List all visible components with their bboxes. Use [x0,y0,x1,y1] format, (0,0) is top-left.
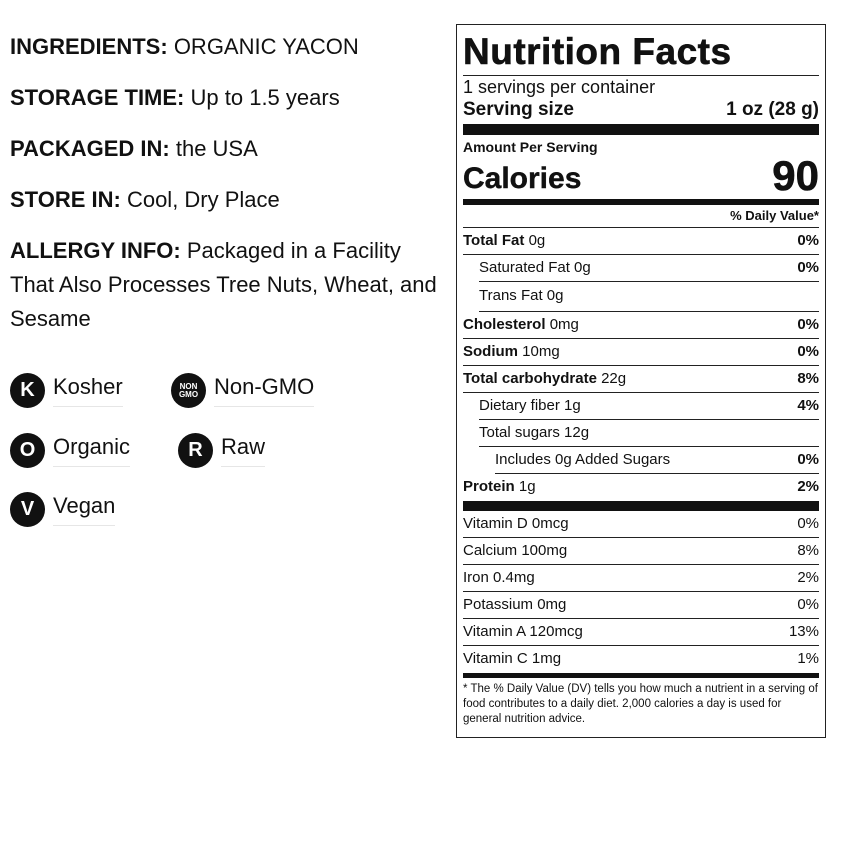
vitamin-divider [463,501,819,511]
footnote-divider [463,673,819,678]
raw-icon: R [178,433,213,468]
badge-vegan: V Vegan [10,492,116,527]
packaged-line: PACKAGED IN: the USA [10,136,258,161]
badge-raw: R Raw [178,433,266,468]
product-info: INGREDIENTS: ORGANIC YACON STORAGE TIME:… [10,30,450,353]
vitamin-row: Iron 0.4mg 2% [463,565,819,592]
vitamin-row: Calcium 100mg 8% [463,538,819,565]
vitamin-row: Vitamin D 0mcg 0% [463,511,819,538]
kosher-icon: K [10,373,45,408]
saturated-fat-row: Saturated Fat 0g 0% [479,255,819,282]
organic-icon: O [10,433,45,468]
badge-organic-label: Organic [53,434,131,467]
calories-label: Calories [463,162,582,195]
badge-non-gmo: NON GMO Non-GMO [171,373,315,408]
badge-non-gmo-label: Non-GMO [214,374,315,407]
calories-value: 90 [772,152,819,199]
badge-raw-label: Raw [221,434,266,467]
storage-line: STORAGE TIME: Up to 1.5 years [10,85,340,110]
added-sugars-row: Includes 0g Added Sugars 0% [495,447,819,474]
non-gmo-icon: NON GMO [171,373,206,408]
badge-vegan-label: Vegan [53,493,116,526]
cholesterol-row: Cholesterol 0mg 0% [463,312,819,339]
nutrition-title: Nutrition Facts [463,31,732,73]
vitamin-row: Potassium 0mg 0% [463,592,819,619]
protein-row: Protein 1g 2% [463,478,819,495]
amount-per-serving: Amount Per Serving [463,139,598,155]
total-sugars-row: Total sugars 12g [479,420,819,447]
thick-divider [463,124,819,135]
total-fat-row: Total Fat 0g 0% [463,228,819,255]
daily-value-header: % Daily Value* [463,205,819,228]
medium-divider [463,199,819,205]
calories-row: Calories 90 [463,152,819,199]
ingredients-line: INGREDIENTS: ORGANIC YACON [10,34,359,59]
nutrition-facts-label: Nutrition Facts 1 servings per container… [456,24,826,738]
daily-value-footnote: * The % Daily Value (DV) tells you how m… [463,683,818,725]
vitamin-row: Vitamin A 120mcg 13% [463,619,819,646]
dietary-fiber-row: Dietary fiber 1g 4% [479,393,819,420]
servings-per-container: 1 servings per container [463,77,656,97]
divider [463,75,819,76]
sodium-row: Sodium 10mg 0% [463,339,819,366]
vegan-icon: V [10,492,45,527]
total-carbohydrate-row: Total carbohydrate 22g 8% [463,366,819,393]
badge-organic: O Organic [10,433,131,468]
trans-fat-row: Trans Fat 0g [479,282,819,312]
badge-kosher-label: Kosher [53,374,123,407]
allergy-line: ALLERGY INFO: Packaged in a Facility Tha… [10,238,437,331]
vitamin-row: Vitamin C 1mg 1% [463,650,819,667]
badge-kosher: K Kosher [10,373,123,408]
store-line: STORE IN: Cool, Dry Place [10,187,280,212]
serving-size-row: Serving size 1 oz (28 g) [463,99,819,120]
